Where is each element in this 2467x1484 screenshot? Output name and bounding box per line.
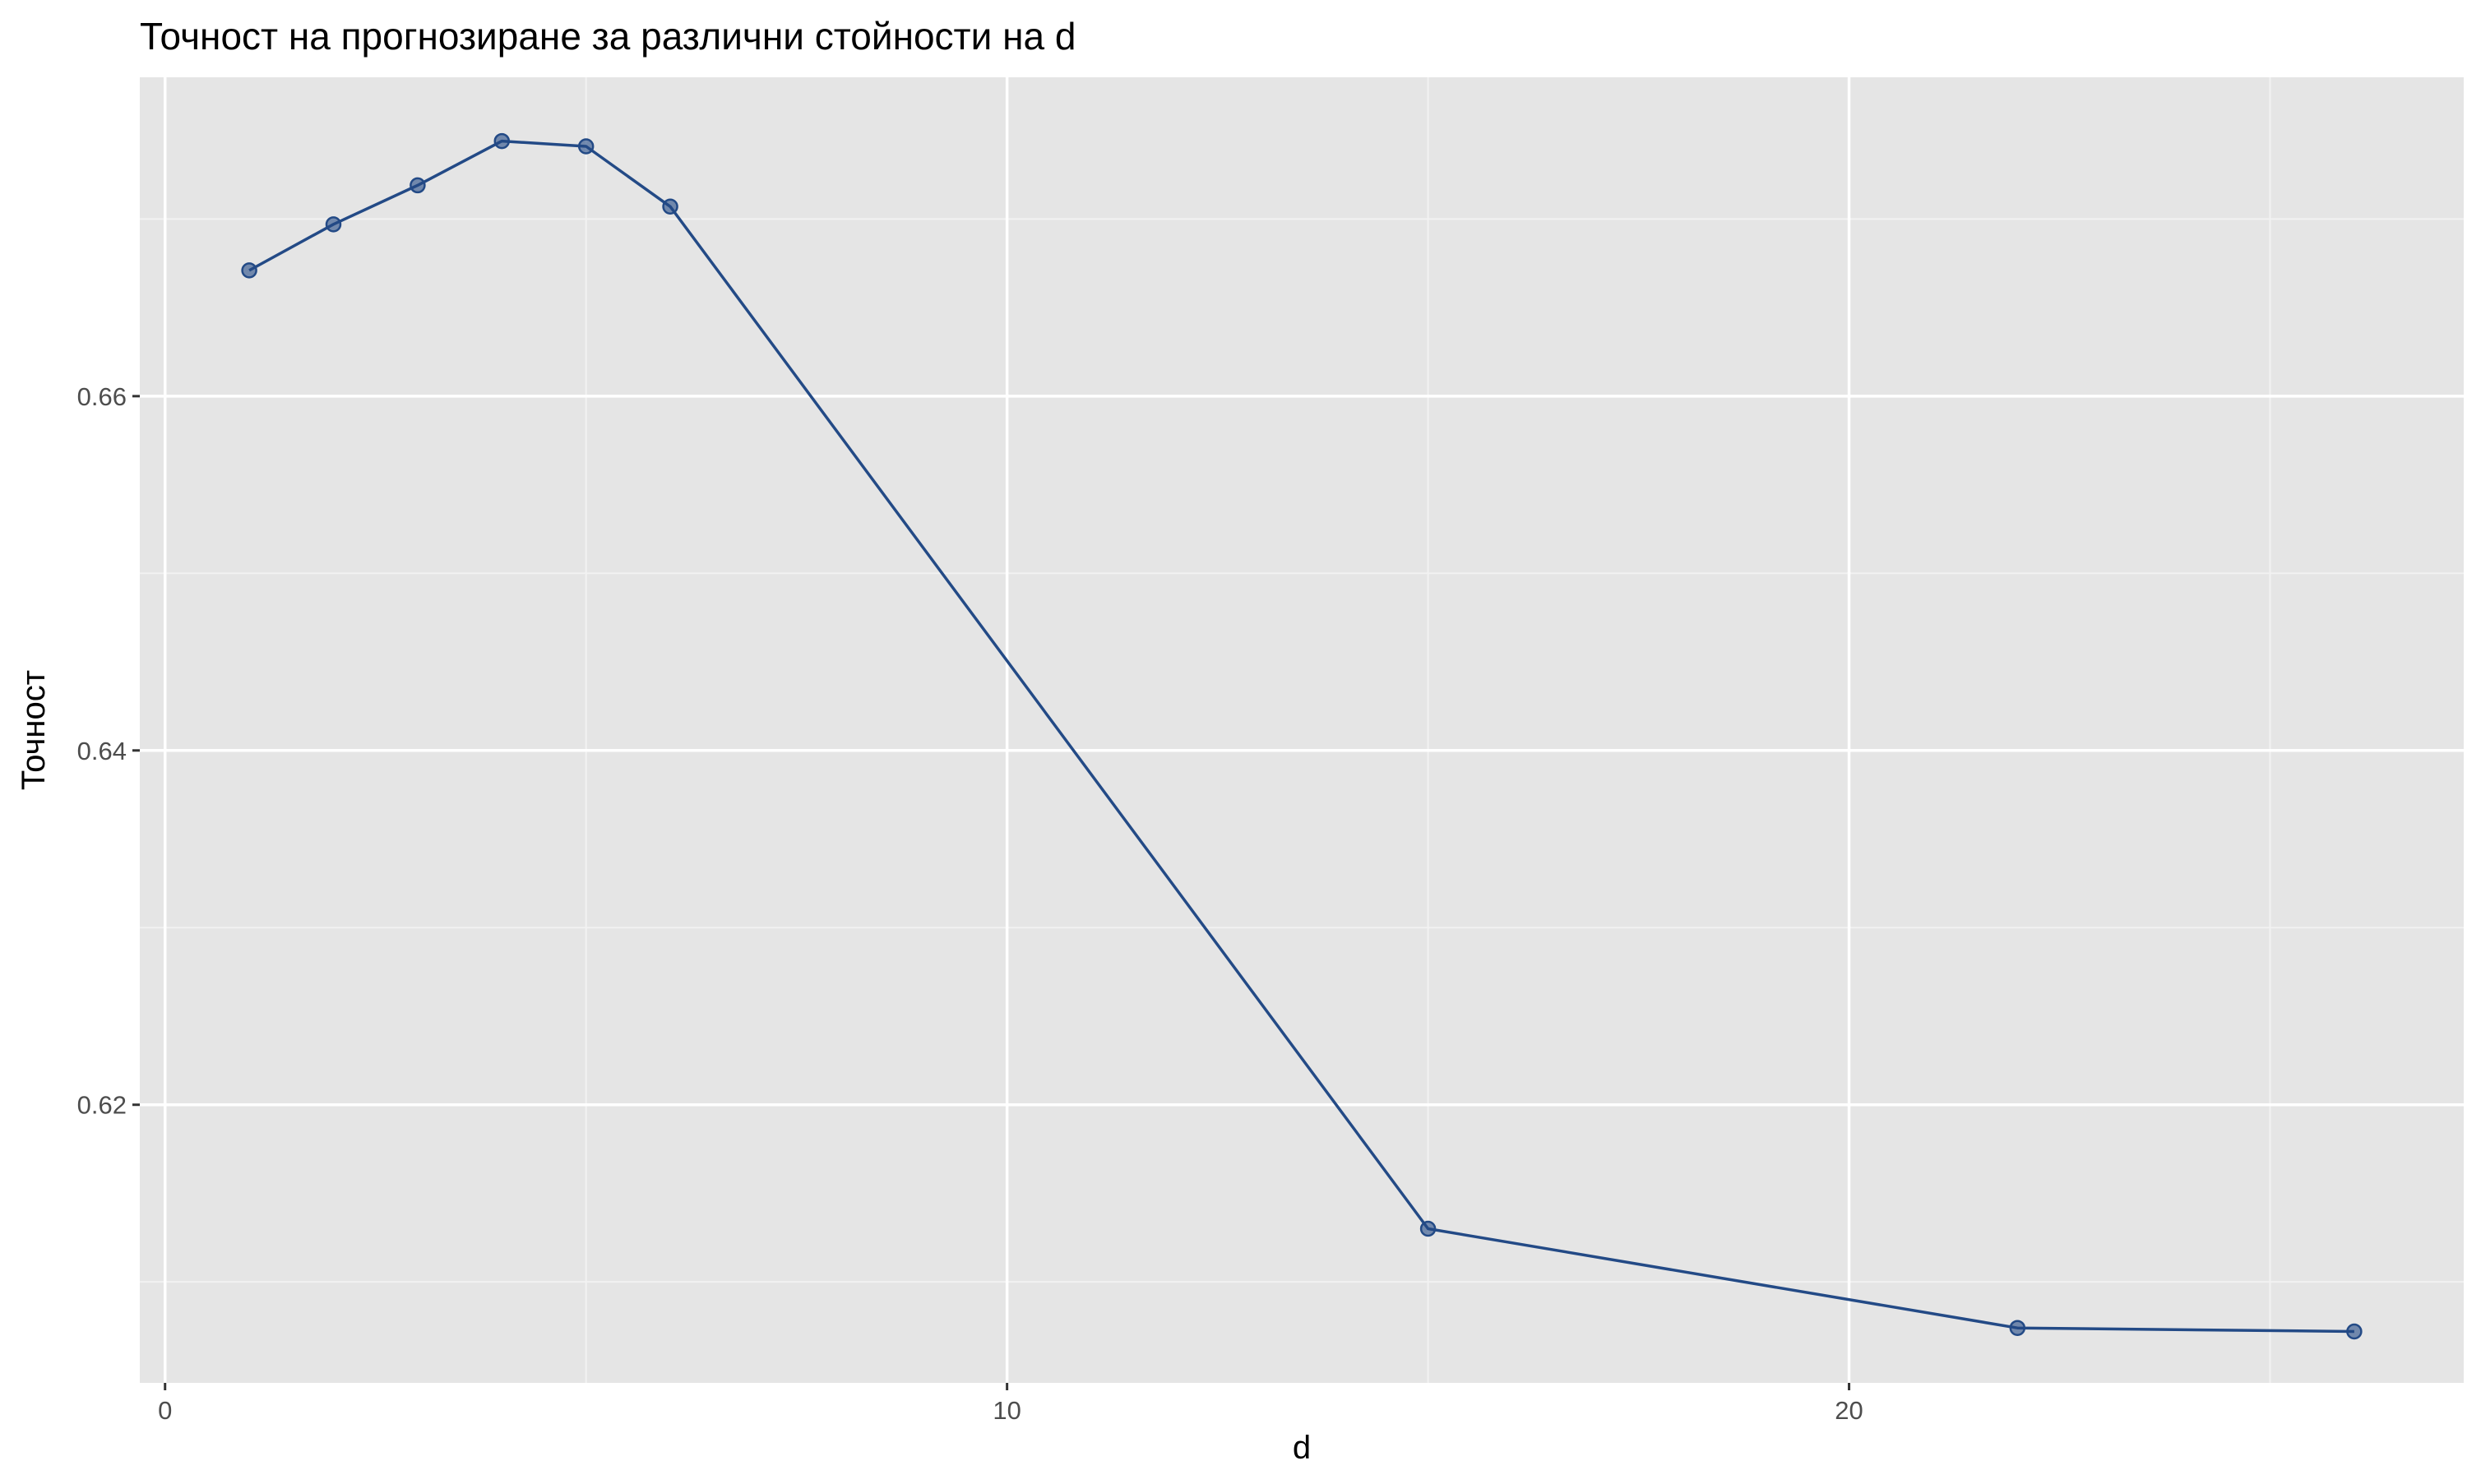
y-axis-title: Точност <box>16 670 52 790</box>
x-tick-label: 10 <box>993 1396 1021 1425</box>
y-tick-label: 0.64 <box>77 737 127 765</box>
y-tick-label: 0.62 <box>77 1091 127 1120</box>
data-point <box>577 138 595 155</box>
data-point <box>2009 1320 2026 1336</box>
chart-title: Точност на прогнозиране за различни стой… <box>140 15 1076 58</box>
data-point <box>2346 1323 2363 1340</box>
data-point <box>325 216 342 233</box>
y-tick-label: 0.66 <box>77 382 127 411</box>
plot-panel <box>140 77 2464 1383</box>
x-tick-label: 20 <box>1835 1396 1863 1425</box>
data-point <box>1419 1220 1437 1237</box>
data-point <box>410 177 426 194</box>
data-point <box>241 262 257 279</box>
data-point <box>662 198 678 215</box>
x-tick-label: 0 <box>158 1396 172 1425</box>
x-axis: 0 10 20 <box>158 1383 1863 1425</box>
series-layer <box>241 132 2363 1340</box>
data-point <box>493 132 511 150</box>
major-gridlines <box>140 77 2464 1383</box>
minor-gridlines <box>140 77 2464 1383</box>
y-axis: 0.62 0.64 0.66 <box>77 382 140 1120</box>
x-axis-title: d <box>1293 1430 1311 1466</box>
